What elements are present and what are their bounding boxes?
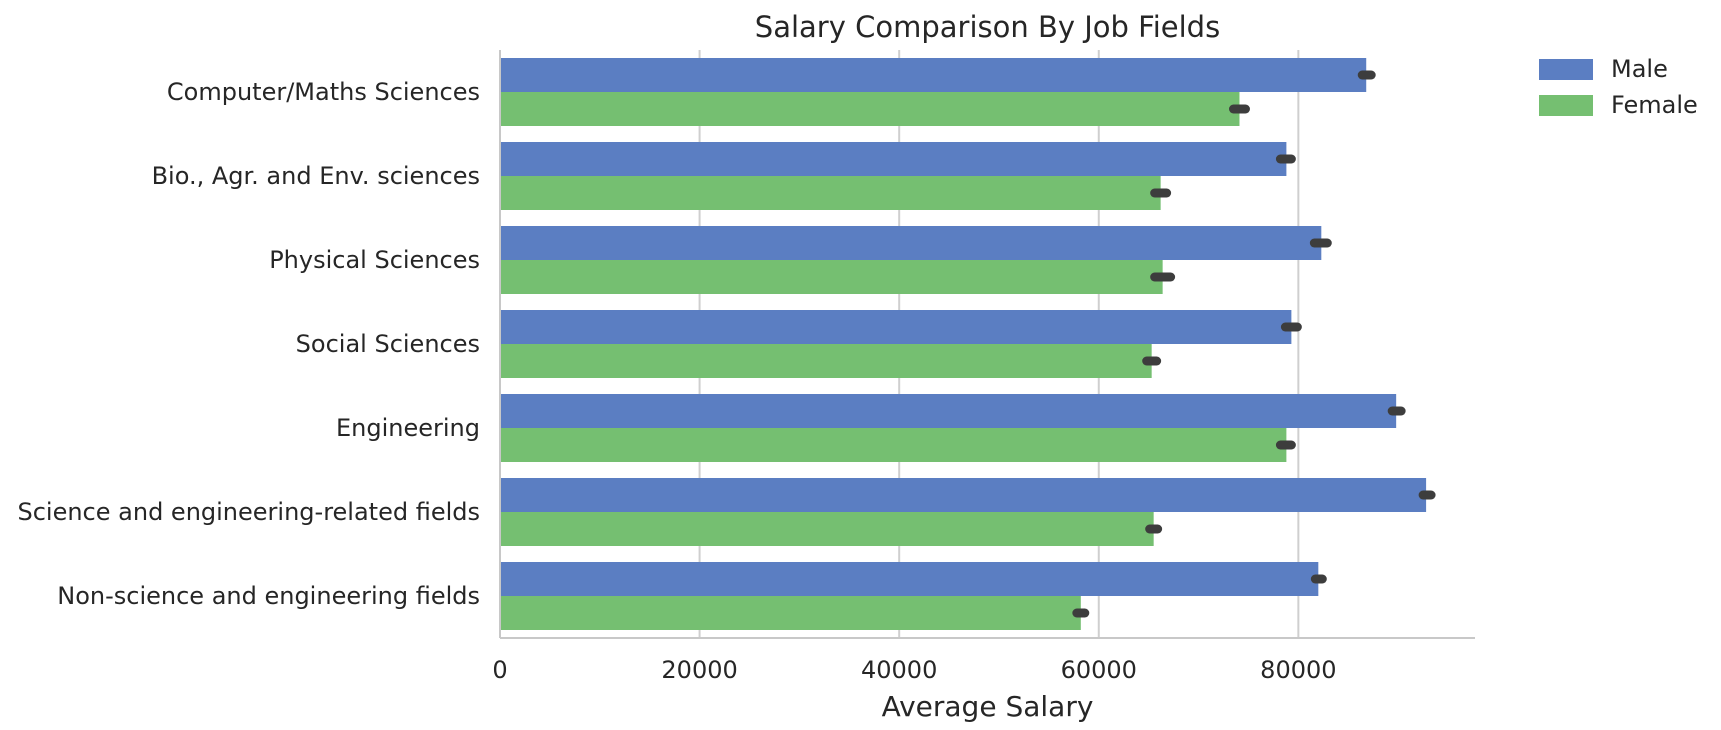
bar-female (500, 428, 1287, 462)
bar-female (500, 260, 1163, 294)
x-tick-label: 60000 (1061, 656, 1137, 684)
legend-label-male: Male (1611, 55, 1668, 83)
bar-female (500, 176, 1161, 210)
category-label: Social Sciences (296, 330, 480, 358)
x-tick-label: 0 (492, 656, 507, 684)
category-label: Engineering (336, 414, 480, 442)
legend-label-female: Female (1611, 91, 1698, 119)
category-label: Bio., Agr. and Env. sciences (152, 162, 480, 190)
bar-male (500, 394, 1397, 428)
x-tick-labels: 0 20000 40000 60000 80000 (492, 656, 1336, 684)
legend-swatch-male (1539, 59, 1593, 80)
bar-layer (500, 58, 1427, 630)
category-label: Non-science and engineering fields (57, 582, 480, 610)
bar-female (500, 512, 1154, 546)
bar-female (500, 596, 1081, 630)
bar-female (500, 344, 1152, 378)
bar-male (500, 142, 1287, 176)
legend-swatch-female (1539, 95, 1593, 116)
bar-male (500, 562, 1319, 596)
category-labels: Computer/Maths Sciences Bio., Agr. and En… (17, 78, 480, 610)
bar-male (500, 478, 1427, 512)
x-tick-label: 20000 (661, 656, 737, 684)
bar-male (500, 226, 1322, 260)
bar-male (500, 310, 1292, 344)
error-bar-layer (1072, 70, 1436, 618)
bar-male (500, 58, 1367, 92)
category-label: Physical Sciences (269, 246, 480, 274)
axis-layer (499, 50, 1475, 639)
x-tick-label: 40000 (861, 656, 937, 684)
category-label: Science and engineering-related fields (17, 498, 480, 526)
chart-title: Salary Comparison By Job Fields (755, 10, 1220, 44)
legend: Male Female (1539, 55, 1698, 119)
category-label: Computer/Maths Sciences (167, 78, 480, 106)
x-axis-title: Average Salary (882, 690, 1094, 723)
bar-female (500, 92, 1240, 126)
x-tick-label: 80000 (1260, 656, 1336, 684)
